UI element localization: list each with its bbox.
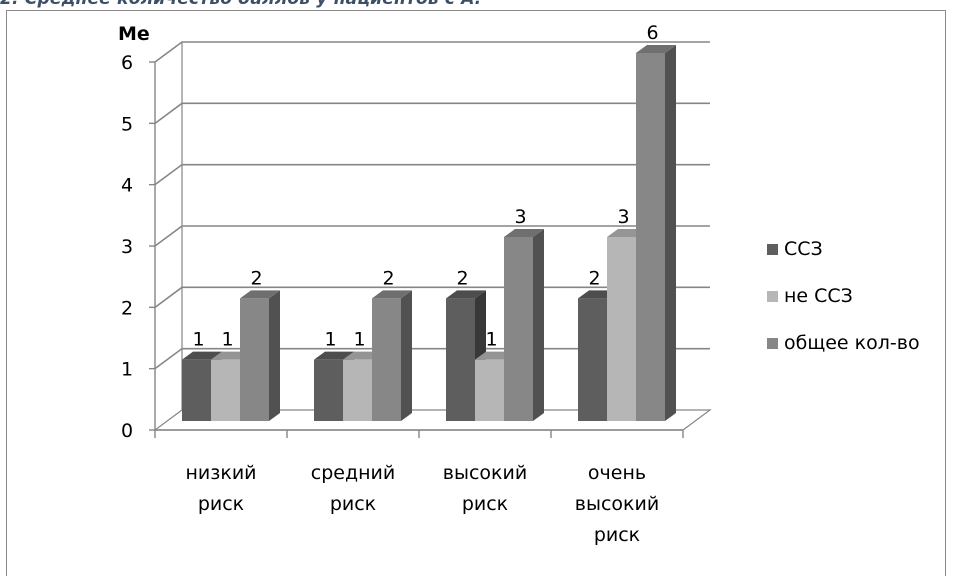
bar: [504, 237, 533, 421]
x-tick-label-line: риск: [462, 493, 508, 515]
bar-top: [314, 351, 354, 360]
bar-top: [372, 290, 412, 299]
legend-label: ССЗ: [784, 238, 823, 260]
legend-label: общее кол-во: [784, 332, 920, 354]
y-tick-label: 2: [121, 297, 133, 319]
bar-top: [240, 290, 280, 299]
y-tick-label: 3: [121, 236, 133, 258]
bar-top: [182, 351, 222, 360]
data-label: 2: [250, 267, 262, 289]
y-tick-label: 5: [121, 113, 133, 135]
legend-label: не ССЗ: [784, 285, 853, 307]
x-tick-label-line: низкий: [185, 462, 256, 484]
bar: [578, 298, 607, 421]
bar-top: [636, 45, 676, 53]
gridline: [154, 225, 710, 247]
bar: [475, 359, 504, 421]
gridline: [154, 163, 710, 186]
gridline: [154, 41, 710, 63]
data-label: 2: [456, 267, 468, 289]
bar: [343, 359, 372, 421]
y-tick-label: 6: [121, 52, 133, 74]
gridline: [154, 102, 710, 124]
legend-swatch: [767, 244, 778, 255]
data-label: 1: [353, 329, 365, 351]
x-tick-label: низкий риск: [185, 462, 256, 515]
bar: [446, 298, 475, 421]
data-label: 6: [646, 22, 658, 44]
x-tick-label-line: риск: [198, 493, 244, 515]
data-label: 3: [514, 206, 526, 228]
x-tick-label-line: риск: [594, 524, 640, 546]
bar-top: [446, 290, 486, 299]
y-axis-label: Me: [118, 23, 150, 45]
bar: [636, 53, 665, 421]
bar-side: [269, 290, 280, 421]
data-label: 2: [588, 267, 600, 289]
bar: [182, 359, 211, 421]
bar: [314, 359, 343, 421]
data-label: 3: [617, 206, 629, 228]
legend-swatch: [767, 291, 778, 302]
chart-frame: [6, 10, 946, 576]
bar: [240, 298, 269, 421]
bar-side: [533, 229, 544, 421]
data-label: 1: [192, 329, 204, 351]
x-tick-label-line: очень: [588, 462, 646, 484]
x-tick-label-line: высокий: [443, 462, 527, 484]
y-tick-label: 4: [121, 175, 133, 197]
x-tick-label: высокий риск: [443, 462, 527, 515]
x-tick-label: средний риск: [311, 462, 395, 515]
legend-swatch: [767, 338, 778, 349]
x-tick-label: очень высокий риск: [575, 462, 659, 546]
data-label: 1: [485, 329, 497, 351]
data-label: 1: [324, 329, 336, 351]
figure-caption: 2. Среднее количество баллов у пациентов…: [0, 0, 481, 9]
x-tick-label-line: риск: [330, 493, 376, 515]
bar: [372, 298, 401, 421]
y-tick-label: 0: [121, 420, 133, 442]
bar-top: [504, 229, 544, 237]
x-tick-label-line: высокий: [575, 493, 659, 515]
bar-side: [665, 45, 676, 421]
bar-side: [401, 290, 412, 421]
data-label: 2: [382, 267, 394, 289]
data-label: 1: [221, 329, 233, 351]
y-tick-label: 1: [121, 359, 133, 381]
bar: [607, 237, 636, 421]
bar: [211, 359, 240, 421]
x-tick-label-line: средний: [311, 462, 395, 484]
